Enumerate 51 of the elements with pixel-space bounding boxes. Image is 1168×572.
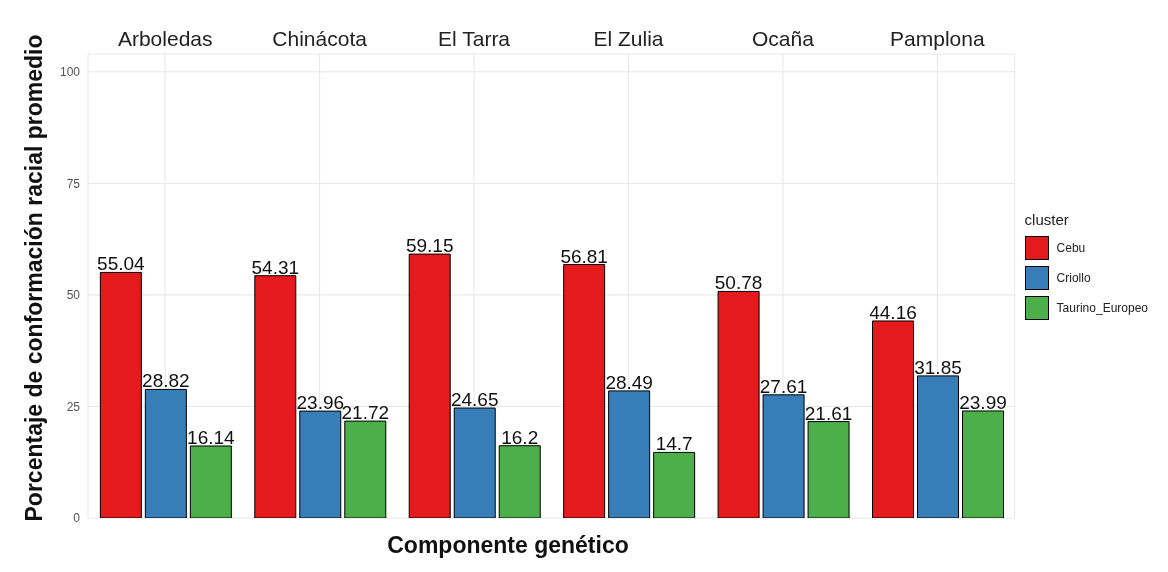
bar bbox=[344, 420, 387, 518]
data-label: 28.82 bbox=[142, 370, 190, 392]
y-tick-label: 0 bbox=[73, 511, 81, 526]
data-label: 21.61 bbox=[804, 402, 853, 424]
data-label: 14.7 bbox=[655, 433, 693, 455]
bar bbox=[299, 410, 342, 518]
data-label: 59.15 bbox=[405, 235, 454, 257]
y-tick-label: 75 bbox=[66, 176, 81, 191]
data-label: 28.49 bbox=[605, 371, 653, 393]
x-tick-label: El Zulia bbox=[593, 27, 664, 50]
data-label: 54.31 bbox=[251, 256, 300, 278]
bar bbox=[408, 253, 451, 518]
data-label: 50.78 bbox=[714, 272, 763, 294]
x-tick-label: Chinácota bbox=[272, 27, 368, 50]
bar bbox=[762, 394, 805, 518]
bar bbox=[717, 290, 760, 518]
data-label: 55.04 bbox=[97, 253, 146, 275]
data-label: 23.99 bbox=[959, 391, 1007, 413]
bar bbox=[653, 451, 696, 518]
bar bbox=[608, 390, 651, 518]
data-label: 56.81 bbox=[560, 245, 608, 267]
data-label: 16.2 bbox=[501, 426, 539, 448]
data-label: 24.65 bbox=[450, 389, 499, 411]
y-tick-label: 25 bbox=[66, 399, 81, 414]
data-label: 16.14 bbox=[187, 426, 236, 448]
bar bbox=[99, 271, 142, 518]
legend-label: Taurino_Europeo bbox=[1056, 300, 1148, 315]
x-tick-label: Ocaña bbox=[752, 27, 815, 50]
data-label: 31.85 bbox=[914, 356, 962, 378]
bar bbox=[563, 264, 606, 518]
bar bbox=[189, 445, 232, 518]
bar bbox=[872, 320, 915, 518]
bar bbox=[144, 388, 187, 518]
y-tick-label: 50 bbox=[66, 288, 81, 303]
bar bbox=[254, 275, 297, 518]
x-axis-title: Componente genético bbox=[386, 532, 630, 559]
bar bbox=[453, 407, 496, 518]
y-axis-title: Porcentaje de conformación racial promedio bbox=[20, 34, 48, 522]
bar bbox=[962, 410, 1005, 518]
y-tick-label: 100 bbox=[59, 65, 81, 80]
data-label: 27.61 bbox=[759, 375, 808, 397]
x-tick-label: Pamplona bbox=[890, 27, 985, 50]
x-tick-label: Arboledas bbox=[117, 27, 213, 50]
bar bbox=[807, 421, 850, 518]
legend-title: cluster bbox=[1024, 210, 1070, 228]
legend-label: Criollo bbox=[1056, 270, 1091, 285]
data-label: 44.16 bbox=[869, 301, 917, 323]
legend-label: Cebu bbox=[1056, 240, 1086, 255]
bar bbox=[917, 375, 960, 518]
bar bbox=[498, 445, 541, 518]
x-tick-label: El Tarra bbox=[438, 27, 511, 50]
